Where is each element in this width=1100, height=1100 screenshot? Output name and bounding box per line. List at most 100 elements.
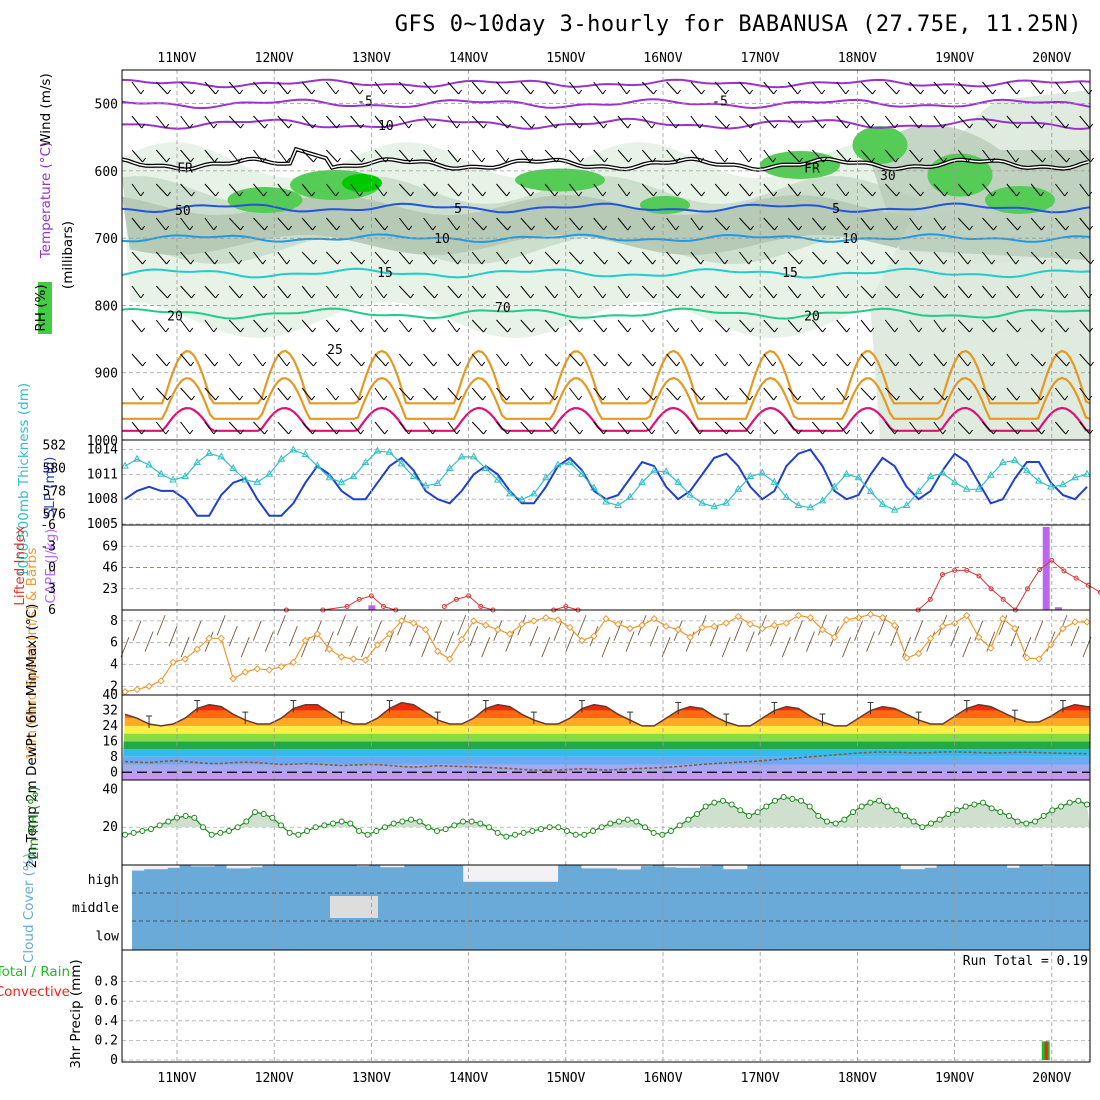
wind-barb [896,191,900,197]
wind-barb [675,225,680,231]
wind-barb [555,327,560,333]
cloud-panel: high middle low [72,865,1090,950]
wind-barb [676,361,681,367]
wind-barb [750,225,754,231]
wind-barb [821,293,826,299]
wind-barb [822,225,827,231]
wind-barb [350,285,361,299]
wind-barb [982,217,994,231]
wind-barb [496,115,508,129]
wind-barb [253,353,264,367]
rh-point [954,807,960,814]
wind-barb [676,259,681,265]
wind-barb [544,421,556,435]
wind-barb [909,285,921,299]
top-date-label: 12NOV [255,51,294,66]
wind-barb [132,620,142,641]
lifted-index-line [917,598,931,611]
wind-speed-point [746,620,755,628]
wind-barb [131,421,143,435]
wind-barb [625,631,635,652]
cape-tick-label: 23 [102,582,118,597]
wind-barb [787,81,799,95]
wind-speed-point [1047,641,1055,649]
rh-point [988,805,995,812]
wind-barb [894,225,899,231]
rh-point [434,828,440,834]
wind-barb [252,620,262,641]
thickness-point [193,458,201,466]
wind-barb [1017,429,1021,435]
wind-barb [982,387,994,401]
wind-barb [520,115,532,129]
wind-barb [239,191,244,197]
thickness-point [505,489,514,497]
wind-barb [909,115,920,129]
wind-barb [714,353,726,367]
wind-barb [204,217,215,231]
wind-speed-point [361,656,370,664]
wind-barb [799,259,803,265]
wind-barb [626,293,631,299]
wind-barb [471,421,484,435]
wind-barb [423,81,435,95]
wind-barb [311,191,316,197]
wind-barb [1006,353,1017,367]
lifted-index-line [371,595,384,607]
wind-barb [812,183,823,197]
wind-barb [701,395,705,401]
wind-tick-label: 2 [110,679,118,694]
lifted-index-point [381,603,387,609]
wind-barb [933,217,944,231]
wind-barb [384,327,389,333]
wind-barb [287,191,292,197]
thickness-point [157,469,165,477]
thickness-point [578,469,586,477]
wind-barb [871,157,875,163]
wind-barb [969,123,973,129]
wind-barb [1006,387,1018,401]
wind-barb [725,395,730,401]
wind-barb [968,191,973,197]
wind-barb [264,123,268,129]
wind-barb [398,81,411,95]
wind-barb [823,361,827,367]
precip-tick-label: 0.6 [95,994,118,1009]
rh-contour-label: 50 [175,204,191,219]
wind-barb [860,285,873,299]
wind-speed-point [806,613,815,622]
wind-speed-point [205,634,213,643]
wind-barb [603,225,608,231]
wind-barb [496,285,508,299]
wind-speed-point [878,613,887,622]
wind-barb [301,183,313,197]
wind-barb [957,251,969,265]
wind-barb [799,361,803,367]
wind-barb [884,285,897,299]
wind-barb [982,251,993,265]
thickness-point [361,458,370,466]
wind-barb [398,319,410,333]
thickness-point [902,500,911,508]
wind-barb [1090,361,1094,367]
wind-barb [544,251,557,265]
wind-barb [870,327,875,333]
wind-barb [398,421,410,435]
wind-barb [739,387,751,401]
wind-barb [1070,625,1080,647]
wind-barb [967,361,972,367]
wind-barb [641,353,654,367]
wind-barb [603,327,608,333]
wind-barb [374,353,386,367]
wind-barb [239,395,244,401]
wind-barb [690,387,702,401]
cloud-cell [900,865,913,870]
wind-barb [617,183,628,197]
wind-barb [361,157,365,163]
wind-barb [253,81,265,95]
lifted-index-point [976,573,982,579]
wind-barb [993,429,997,435]
wind-barb [359,191,364,197]
wind-barb [1040,89,1045,95]
wind-barb [666,183,678,197]
